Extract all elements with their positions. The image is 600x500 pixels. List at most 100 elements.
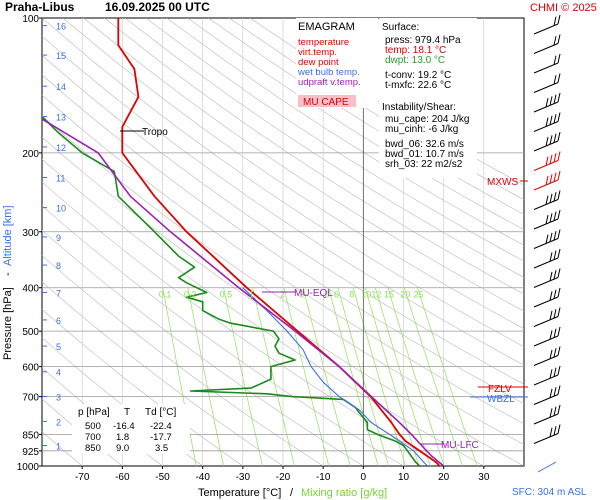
barb-flag <box>557 112 561 122</box>
mixing-ratio-tick-label: 2 <box>280 290 285 300</box>
series-temperature <box>117 18 441 466</box>
x-tick-label: -10 <box>316 472 331 483</box>
barb-flag <box>549 252 553 262</box>
dry-adiabat <box>42 18 524 348</box>
instability-line: mu_cinh: -6 J/kg <box>385 124 458 135</box>
station-name: Praha-Libus <box>5 0 75 14</box>
barb-flag <box>545 195 549 205</box>
barb-flag <box>557 365 561 376</box>
barb-flag <box>557 229 561 239</box>
barb-flag <box>553 153 557 163</box>
axis-layer: 0.1 0.2 0.5 1 2 3 5 6 8 10 12 15 20 25-70 -60 -50 -40 -30… <box>17 14 490 483</box>
barb-flag <box>557 248 561 259</box>
wind-barb <box>533 268 561 288</box>
barb-flag <box>557 346 561 356</box>
wind-barb <box>533 287 561 308</box>
table-cell: -16.4 <box>113 421 135 432</box>
table-cell: -22.4 <box>150 421 172 432</box>
table-cell: 1.8 <box>116 432 129 443</box>
barb-flag <box>557 34 561 44</box>
altitude-tick-label: 13 <box>56 113 66 123</box>
barb-flag <box>545 97 549 108</box>
level-table-box <box>72 404 190 454</box>
surface-temp: temp: 18.1 °C <box>385 45 446 56</box>
barb-flag <box>553 231 557 241</box>
mixing-ratio-tick-label: 3 <box>299 290 304 300</box>
wind-barb <box>533 92 561 113</box>
mixing-ratio-tick-label: 8 <box>349 290 354 300</box>
instability-line: mu_cape: 204 J/kg <box>385 114 470 125</box>
pressure-tick-label: 700 <box>22 393 39 404</box>
mixing-ratio-tick-label: 25 <box>414 290 424 300</box>
altitude-tick-label: 11 <box>56 173 65 183</box>
barb-flag <box>549 349 553 360</box>
mixing-ratio-tick-label: 20 <box>400 290 410 300</box>
series-layer <box>42 18 445 466</box>
surface-dwpt: dwpt: 13.0 °C <box>385 55 445 66</box>
barb-flag <box>553 328 557 338</box>
barb-flag <box>553 367 557 377</box>
barb-flag <box>553 94 557 104</box>
wind-barb <box>533 131 561 152</box>
barb-flag <box>553 289 557 299</box>
dry-adiabat <box>42 54 524 385</box>
dry-adiabat <box>187 18 524 231</box>
altitude-tick-label: 16 <box>56 22 66 32</box>
wind-barb <box>533 307 561 327</box>
barb-flag <box>557 151 561 161</box>
barb-flag <box>557 131 561 142</box>
barb-flag <box>549 154 553 165</box>
info-box <box>379 18 477 178</box>
sfc-label: SFC: 304 m ASL <box>512 487 587 498</box>
barb-flag <box>545 117 549 127</box>
pressure-tick-label: 925 <box>22 447 39 458</box>
dry-adiabat <box>228 18 524 201</box>
mxws-label: MXWS <box>487 177 518 188</box>
barb-flag <box>557 73 561 83</box>
barb-flag <box>553 172 557 182</box>
wbz-label: WBZL <box>487 394 515 405</box>
x-tick-label: -20 <box>276 472 291 483</box>
pressure-tick-label: 850 <box>22 430 39 441</box>
table-header-p: p [hPa] <box>78 407 110 418</box>
barb-flag <box>553 75 557 85</box>
mu-lfc-label: MU-LFC <box>441 440 479 451</box>
altitude-tick-label: 2 <box>56 417 61 427</box>
x-tick-label: -30 <box>236 472 251 483</box>
barb-flag <box>549 427 553 438</box>
wind-barb <box>533 385 561 405</box>
altitude-tick-label: 8 <box>56 261 61 271</box>
dry-adiabat <box>42 35 524 366</box>
altitude-tick-label: 10 <box>56 204 66 214</box>
surface-title: Surface: <box>382 22 419 33</box>
barb-flag <box>553 192 557 202</box>
altitude-tick-label: 4 <box>56 368 61 378</box>
pressure-tick-label: 400 <box>22 284 39 295</box>
barb-flag <box>545 214 549 225</box>
surface-tconv: t-conv: 19.2 °C <box>385 70 451 81</box>
x-tick-label: 20 <box>438 472 450 483</box>
barb-flag <box>549 135 553 145</box>
wind-barb <box>533 53 561 74</box>
tropopause-label: Tropo <box>142 127 168 138</box>
legend-title: EMAGRAM <box>298 21 355 33</box>
legend-item-dew-point: dew point <box>298 57 339 68</box>
barb-flag <box>553 270 557 280</box>
x-tick-label: -70 <box>75 472 90 483</box>
wind-barb <box>533 34 561 54</box>
table-header-t: T <box>124 407 130 418</box>
wind-barb <box>533 112 561 132</box>
wind-barbs <box>533 14 561 473</box>
mixing-ratio-tick-label: 1 <box>249 290 254 300</box>
mu-cape-label: MU CAPE <box>303 97 349 108</box>
barb-flag <box>545 234 549 244</box>
altitude-tick-label: 1 <box>56 442 61 452</box>
barb-flag <box>557 268 561 278</box>
pressure-tick-label: 600 <box>22 363 39 374</box>
barb-flag <box>553 250 557 260</box>
x-tick-label: -50 <box>155 472 170 483</box>
barb-flag <box>545 175 549 186</box>
mixing-ratio-tick-label: 10 <box>361 290 371 300</box>
barb-flag <box>553 114 557 124</box>
dry-adiabat <box>166 18 524 246</box>
